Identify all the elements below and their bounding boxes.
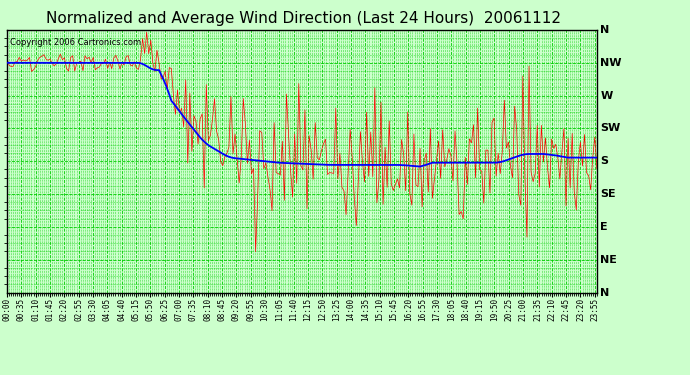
- Text: NE: NE: [600, 255, 617, 265]
- Text: NW: NW: [600, 58, 622, 68]
- Text: N: N: [600, 25, 609, 35]
- Text: S: S: [600, 156, 609, 166]
- Text: W: W: [600, 91, 613, 101]
- Text: N: N: [600, 288, 609, 297]
- Text: E: E: [600, 222, 608, 232]
- Text: SE: SE: [600, 189, 616, 199]
- Text: Copyright 2006 Cartronics.com: Copyright 2006 Cartronics.com: [10, 38, 141, 47]
- Text: SW: SW: [600, 123, 620, 134]
- Text: Normalized and Average Wind Direction (Last 24 Hours)  20061112: Normalized and Average Wind Direction (L…: [46, 11, 561, 26]
